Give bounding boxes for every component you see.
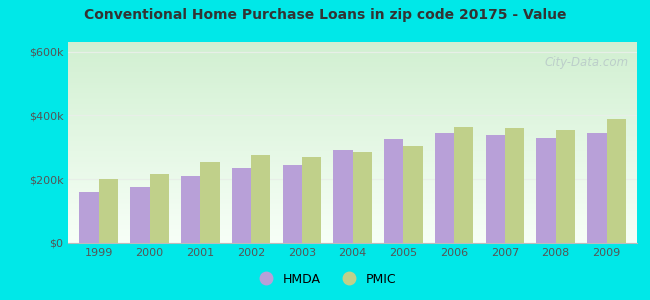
Text: City-Data.com: City-Data.com	[544, 56, 629, 69]
Bar	[232, 168, 251, 243]
Bar	[606, 118, 626, 243]
Bar	[384, 139, 404, 243]
Bar	[302, 157, 321, 243]
Bar	[486, 134, 505, 243]
Bar	[454, 127, 473, 243]
Bar	[404, 146, 422, 243]
Bar	[505, 128, 525, 243]
Bar	[150, 174, 169, 243]
Bar	[283, 165, 302, 243]
Bar	[435, 133, 454, 243]
Bar	[333, 151, 352, 243]
Bar	[79, 192, 99, 243]
Bar	[181, 176, 200, 243]
Legend: HMDA, PMIC: HMDA, PMIC	[248, 268, 402, 291]
Bar	[536, 138, 556, 243]
Bar	[587, 133, 606, 243]
Bar	[556, 130, 575, 243]
Text: Conventional Home Purchase Loans in zip code 20175 - Value: Conventional Home Purchase Loans in zip …	[84, 8, 566, 22]
Bar	[130, 187, 150, 243]
Bar	[99, 179, 118, 243]
Bar	[352, 152, 372, 243]
Bar	[200, 162, 220, 243]
Bar	[251, 155, 270, 243]
